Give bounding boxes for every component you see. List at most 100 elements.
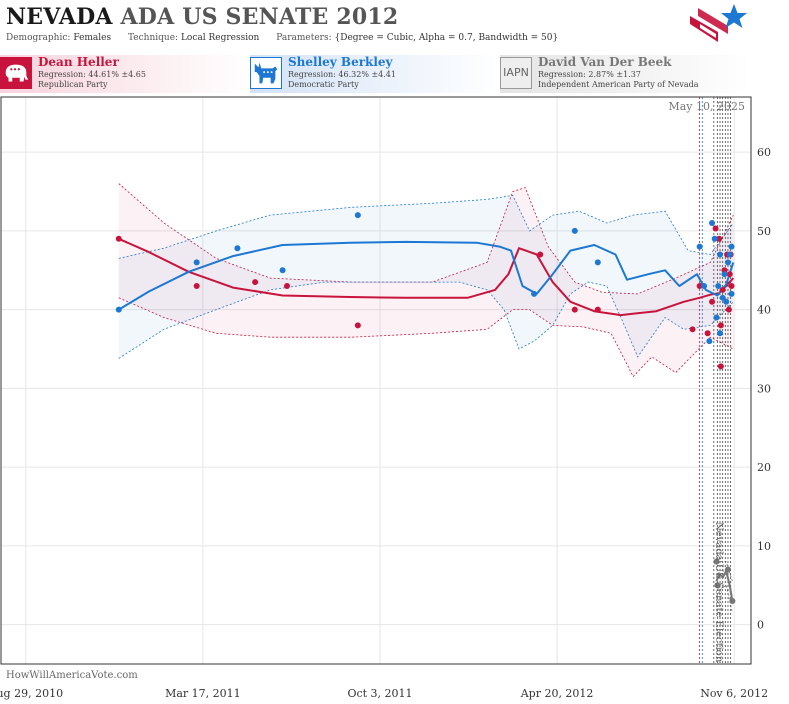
- plot-frame: [0, 96, 752, 665]
- poll-point-1: [723, 298, 730, 305]
- poll-point-0: [728, 283, 735, 289]
- poll-point-0: [284, 283, 291, 289]
- y-tick-label: 60: [757, 146, 771, 159]
- poll-point-1: [726, 251, 733, 258]
- site-credit: HowWillAmericaVote.com: [6, 670, 138, 681]
- poll-point-1: [709, 220, 716, 226]
- poll-point-0: [193, 283, 200, 289]
- poll-point-1: [728, 290, 735, 297]
- y-axis: 0 10 20 30 40 50 60: [757, 146, 771, 632]
- x-tick-label: Nov 6, 2012: [700, 687, 768, 700]
- poll-point-1: [531, 290, 538, 297]
- x-tick-label: Oct 3, 2011: [347, 687, 412, 700]
- regression-line-1: [118, 240, 735, 311]
- poll-point-2: [724, 566, 731, 573]
- regression-lines: [118, 237, 735, 602]
- candidate-card-vanderbeek[interactable]: IAPN David Van Der Beek Regression: 2.87…: [500, 55, 750, 93]
- regression-line-2: [715, 570, 734, 602]
- poll-point-2: [729, 598, 736, 604]
- candidate-regression: Regression: 46.32% ±4.41: [288, 70, 396, 79]
- poll-point-0: [712, 225, 719, 232]
- candidate-regression: Regression: 44.61% ±4.65: [38, 70, 146, 79]
- band-fill-0: [118, 183, 734, 377]
- party-badge: IAPN: [500, 57, 532, 89]
- poll-point-1: [728, 243, 735, 250]
- parameters-line: Demographic: Females Technique: Local Re…: [6, 33, 558, 43]
- poll-point-1: [717, 330, 724, 337]
- confidence-bands: [118, 183, 734, 613]
- title-state: NEVADA: [6, 4, 113, 30]
- donkey-icon: [250, 57, 282, 89]
- title-rest: ADA US SENATE 2012: [120, 4, 399, 30]
- band-upper-1: [118, 194, 734, 259]
- election-label: Nevada US Senate Election: [713, 522, 724, 663]
- poll-point-0: [696, 283, 703, 289]
- poll-point-0: [704, 330, 711, 337]
- poll-point-0: [594, 306, 601, 313]
- poll-point-1: [234, 245, 241, 252]
- candidate-legend: Dean Heller Regression: 44.61% ±4.65 Rep…: [0, 55, 789, 93]
- poll-point-0: [115, 235, 122, 242]
- poll-point-1: [571, 227, 578, 234]
- elephant-icon: [0, 57, 32, 89]
- candidate-name: Shelley Berkley: [288, 55, 393, 69]
- poll-point-1: [724, 259, 731, 266]
- poll-points: [115, 212, 736, 604]
- x-tick-label: Mar 17, 2011: [165, 687, 241, 700]
- poll-point-1: [279, 267, 286, 274]
- band-lower-0: [118, 297, 734, 378]
- site-logo-icon: [690, 4, 747, 42]
- poll-point-1: [713, 314, 720, 321]
- header: NEVADA ADA US SENATE 2012 Demographic: F…: [0, 0, 789, 48]
- poll-point-1: [706, 338, 713, 345]
- candidate-card-heller[interactable]: Dean Heller Regression: 44.61% ±4.65 Rep…: [0, 55, 248, 93]
- poll-point-1: [717, 251, 724, 258]
- poll-point-1: [701, 283, 708, 289]
- poll-point-0: [537, 251, 544, 258]
- poll-point-0: [717, 363, 724, 370]
- y-tick-label: 30: [757, 382, 771, 395]
- poll-point-1: [354, 212, 361, 219]
- poll-point-0: [354, 322, 361, 329]
- poll-point-2: [714, 582, 721, 589]
- y-tick-label: 50: [757, 225, 771, 238]
- technique-value: Local Regression: [180, 33, 260, 43]
- y-tick-label: 0: [757, 619, 764, 632]
- candidate-name: Dean Heller: [38, 55, 119, 69]
- poll-point-1: [711, 235, 718, 242]
- poll-point-1: [721, 271, 728, 278]
- poll-point-0: [716, 235, 723, 242]
- demographic-label: Demographic:: [6, 33, 71, 43]
- y-tick-label: 20: [757, 461, 771, 474]
- x-axis: Aug 29, 2010 Mar 17, 2011 Oct 3, 2011 Apr 2…: [0, 687, 768, 700]
- poll-point-0: [709, 298, 716, 305]
- poll-point-1: [719, 294, 726, 301]
- candidate-regression: Regression: 2.87% ±1.37: [538, 70, 641, 79]
- poll-point-0: [717, 322, 724, 329]
- poll-point-0: [725, 306, 732, 313]
- technique-label: Technique:: [128, 33, 179, 43]
- candidate-name: David Van Der Beek: [538, 55, 672, 69]
- poll-point-2: [713, 558, 720, 565]
- poll-point-0: [719, 286, 726, 293]
- candidate-card-berkley[interactable]: Shelley Berkley Regression: 46.32% ±4.41…: [250, 55, 498, 93]
- poll-point-1: [193, 259, 200, 266]
- poll-point-1: [594, 259, 601, 266]
- regression-line-0: [118, 237, 735, 317]
- y-tick-label: 40: [757, 304, 771, 317]
- candidate-party: Republican Party: [38, 80, 108, 89]
- demographic-value: Females: [73, 33, 112, 43]
- x-tick-label: Apr 20, 2012: [520, 687, 594, 700]
- poll-point-1: [115, 306, 122, 313]
- page-title: NEVADA ADA US SENATE 2012: [6, 4, 398, 30]
- candidate-party: Democratic Party: [288, 80, 359, 89]
- poll-point-1: [696, 243, 703, 250]
- y-tick-label: 10: [757, 540, 771, 553]
- band-fill-1: [118, 195, 734, 359]
- parameters-label: Parameters:: [276, 33, 332, 43]
- poll-point-0: [689, 326, 696, 333]
- gridlines: [1, 97, 751, 664]
- poll-point-0: [726, 271, 733, 278]
- band-lower-2: [716, 584, 733, 613]
